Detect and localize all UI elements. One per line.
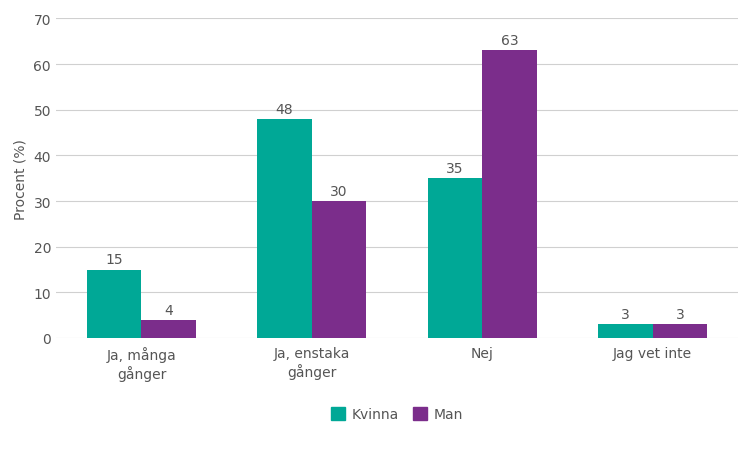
Bar <box>141 320 196 338</box>
Bar <box>312 202 366 338</box>
Y-axis label: Procent (%): Procent (%) <box>14 138 28 219</box>
Bar <box>598 325 653 338</box>
Text: 3: 3 <box>675 308 684 322</box>
Legend: Kvinna, Man: Kvinna, Man <box>326 402 468 427</box>
Text: 48: 48 <box>276 102 293 116</box>
Text: 3: 3 <box>621 308 629 322</box>
Bar <box>87 270 141 338</box>
Text: 35: 35 <box>446 161 464 175</box>
Bar <box>257 120 312 338</box>
Bar <box>482 51 537 338</box>
Text: 4: 4 <box>165 303 173 317</box>
Bar <box>653 325 707 338</box>
Text: 15: 15 <box>105 253 123 267</box>
Bar <box>428 179 482 338</box>
Text: 30: 30 <box>330 184 348 198</box>
Text: 63: 63 <box>501 34 518 48</box>
